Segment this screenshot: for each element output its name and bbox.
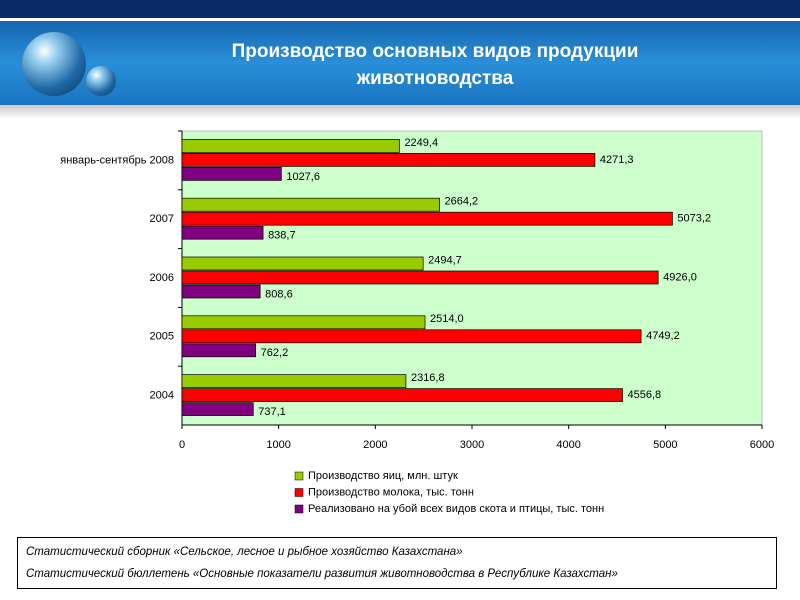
bar	[181, 374, 407, 388]
bar	[181, 343, 257, 358]
value-label: 2249,4	[404, 137, 438, 149]
bar	[181, 167, 282, 181]
bar	[181, 329, 642, 344]
y-tick-label: январь-сентябрь 2008	[60, 154, 174, 166]
bar	[181, 256, 424, 271]
value-label: 838,7	[268, 230, 296, 242]
x-tick-label: 6000	[750, 439, 774, 451]
legend-label: Производство молока, тыс. тонн	[308, 486, 474, 498]
bar	[181, 197, 440, 212]
value-label: 4271,3	[600, 154, 634, 166]
decor-sphere	[22, 32, 86, 96]
legend-label: Реализовано на убой всех видов скота и п…	[308, 503, 604, 515]
value-label: 2494,7	[428, 254, 462, 266]
decor-sphere	[86, 66, 116, 96]
bar	[181, 211, 673, 226]
chart-title: Производство основных видов продукции жи…	[231, 41, 639, 89]
bar	[181, 153, 596, 167]
header: Производство основных видов продукции жи…	[0, 0, 800, 119]
bar	[181, 315, 426, 330]
source-line: Статистический бюллетень «Основные показ…	[26, 568, 618, 580]
y-tick-label: 2007	[150, 213, 174, 225]
bar	[181, 270, 659, 285]
chart: 0 1000 2000 3000 4000 5000 6000 январь-сентябрь…	[60, 130, 774, 515]
x-tick-label: 1000	[266, 439, 290, 451]
x-tick-label: 2000	[363, 439, 387, 451]
y-tick-label: 2005	[150, 331, 174, 343]
value-label: 808,6	[265, 288, 293, 300]
value-label: 762,2	[261, 347, 289, 359]
bar	[181, 139, 400, 153]
bar	[181, 402, 254, 416]
source-line: Статистический сборник «Сельское, лесное…	[26, 546, 463, 558]
sources: Статистический сборник «Сельское, лесное…	[17, 537, 777, 589]
header-shadow	[0, 105, 800, 119]
y-tick-label: 2004	[150, 390, 174, 402]
bar	[181, 225, 264, 240]
legend-swatch	[294, 504, 304, 514]
value-label: 737,1	[258, 406, 286, 418]
x-tick-label: 3000	[460, 439, 484, 451]
x-tick-label: 5000	[653, 439, 677, 451]
value-label: 4556,8	[627, 389, 661, 401]
value-label: 4926,0	[663, 271, 697, 283]
value-label: 5073,2	[677, 213, 711, 225]
legend-label: Производство яиц, млн. штук	[308, 470, 458, 482]
x-tick-label: 4000	[556, 439, 580, 451]
value-label: 2316,8	[411, 372, 445, 384]
bar	[181, 388, 623, 402]
x-tick-label: 0	[179, 439, 185, 451]
legend-swatch	[294, 471, 304, 481]
bar	[181, 284, 261, 299]
legend-swatch	[294, 488, 304, 497]
y-tick-label: 2006	[150, 272, 174, 284]
value-label: 1027,6	[286, 171, 320, 183]
value-label: 4749,2	[646, 330, 680, 342]
value-label: 2514,0	[430, 313, 464, 325]
value-label: 2664,2	[445, 196, 479, 208]
